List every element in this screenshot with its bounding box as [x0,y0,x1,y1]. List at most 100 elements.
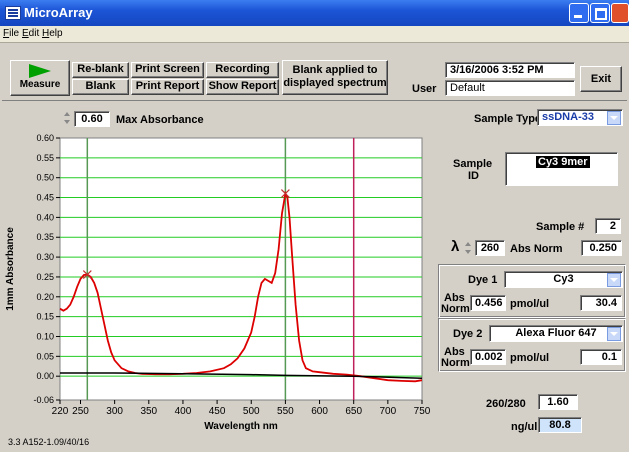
title-bar: MicroArray [0,0,629,26]
y-tick-label: 0.50 [36,173,54,183]
y-tick-label: 0.25 [36,272,54,282]
blank-button[interactable]: Blank [72,79,129,95]
absorbance-chart[interactable]: 0.60 0.55 0.50 0.45 0.40 0.35 0.30 0.25 0.20 0.15… [0,128,430,438]
x-tick-label: 250 [72,406,89,417]
ratio-value: 1.60 [538,394,578,410]
y-tick-label: 0.00 [36,371,54,381]
ratio-label: 260/280 [486,398,526,410]
user-field[interactable]: Default [445,80,575,96]
dye1-norm-label: Norm [441,303,470,315]
dye2-dropdown-icon[interactable] [607,327,621,341]
y-tick-label: 0.05 [36,351,54,361]
max-abs-spinner[interactable] [64,112,71,124]
sample-type-select[interactable]: ssDNA-33 [537,109,623,126]
lambda-field[interactable]: 260 [475,240,505,256]
dye1-conc-label: pmol/ul [510,298,550,310]
y-tick-labels: 0.60 0.55 0.50 0.45 0.40 0.35 0.30 0.25 0.20 0.15… [33,133,54,405]
y-tick-label: 0.60 [36,133,54,143]
show-report-button[interactable]: Show Report [206,79,279,95]
grid-lines [56,137,423,404]
blank-status-line1: Blank applied to [292,64,378,76]
dye1-abs-field[interactable]: 0.456 [470,295,506,311]
ngul-value: 80.8 [538,417,582,433]
sample-number-field[interactable]: 2 [595,218,621,234]
minimize-button[interactable] [569,3,589,23]
cursor-lines [86,138,355,400]
x-tick-label: 300 [106,406,123,417]
dye2-abs-field[interactable]: 0.002 [470,349,506,365]
y-tick-label: 0.45 [36,193,54,203]
lambda-spinner[interactable] [465,242,472,254]
sample-id-label-1: Sample [453,158,493,170]
x-tick-label: 600 [311,406,328,417]
peak-marker [82,270,92,279]
close-button[interactable] [611,3,629,23]
dye2-norm-label: Norm [441,357,470,369]
sample-id-label-2: ID [468,170,479,182]
y-tick-label: 0.15 [36,312,54,322]
menu-help[interactable]: Help [42,28,63,39]
print-report-button[interactable]: Print Report [131,79,204,95]
spectrum-series [59,190,423,383]
y-tick-label: -0.06 [33,395,54,405]
x-tick-labels: 220 250 300 350 400 450 500 550 600 650 700 750 [52,406,430,417]
recording-button[interactable]: Recording [206,62,279,78]
x-tick-label: 700 [380,406,397,417]
sample-id-value: Cy3 9mer [536,156,590,168]
dye1-select[interactable]: Cy3 [504,271,623,288]
user-label: User [412,83,437,95]
peak-markers [82,189,290,279]
x-tick-label: 400 [175,406,192,417]
lambda-symbol: λ [451,238,460,255]
dye1-dropdown-icon[interactable] [607,273,621,287]
x-tick-label: 350 [140,406,157,417]
y-tick-label: 0.55 [36,153,54,163]
menu-bar: File Edit Help [0,26,629,43]
abs-norm-field[interactable]: 0.250 [581,240,622,256]
blank-status-panel: Blank applied to displayed spectrum [282,60,388,95]
dye2-group [438,318,626,372]
series-line [60,372,423,379]
abs-norm-label: Abs Norm [510,243,563,255]
y-tick-label: 0.40 [36,212,54,222]
menu-file[interactable]: File [3,28,20,39]
dye2-abs-label: Abs [444,346,465,358]
version-label: 3.3 A152-1.09/40/16 [8,437,90,447]
y-tick-label: 0.35 [36,232,54,242]
y-tick-label: 0.20 [36,292,54,302]
app-icon [5,6,21,20]
window-title: MicroArray [24,5,93,20]
dye2-conc-field[interactable]: 0.1 [580,349,622,365]
x-tick-label: 650 [345,406,362,417]
sample-type-dropdown-icon[interactable] [607,111,621,125]
maximize-button[interactable] [590,3,610,23]
x-tick-label: 450 [209,406,226,417]
toolbar [2,46,627,101]
measure-button[interactable]: Measure [10,60,70,96]
sample-type-label: Sample Type [474,113,542,125]
dye2-conc-label: pmol/ul [510,352,550,364]
dye1-conc-field[interactable]: 30.4 [580,295,622,311]
dye2-select[interactable]: Alexa Fluor 647 [489,325,623,342]
y-tick-label: 0.30 [36,252,54,262]
measure-arrow-icon [29,64,51,78]
sample-number-label: Sample # [536,221,585,233]
ngul-label: ng/ul [511,421,538,433]
max-abs-field[interactable]: 0.60 [74,111,110,127]
dye1-abs-label: Abs [444,292,465,304]
dye2-label: Dye 2 [453,328,483,340]
reblank-button[interactable]: Re-blank [72,62,129,78]
y-tick-label: 0.10 [36,331,54,341]
exit-button[interactable]: Exit [580,66,622,92]
print-screen-button[interactable]: Print Screen [131,62,204,78]
menu-edit[interactable]: Edit [22,28,40,39]
blank-status-line2: displayed spectrum [283,77,387,89]
datetime-display: 3/16/2006 3:52 PM [445,62,575,78]
x-tick-label: 750 [414,406,430,417]
x-tick-label: 220 [52,406,69,417]
max-abs-label: Max Absorbance [116,114,204,126]
peak-marker [280,189,290,199]
sample-id-field[interactable]: Cy3 9mer [505,152,618,186]
x-tick-label: 550 [277,406,294,417]
series-line [59,190,423,383]
